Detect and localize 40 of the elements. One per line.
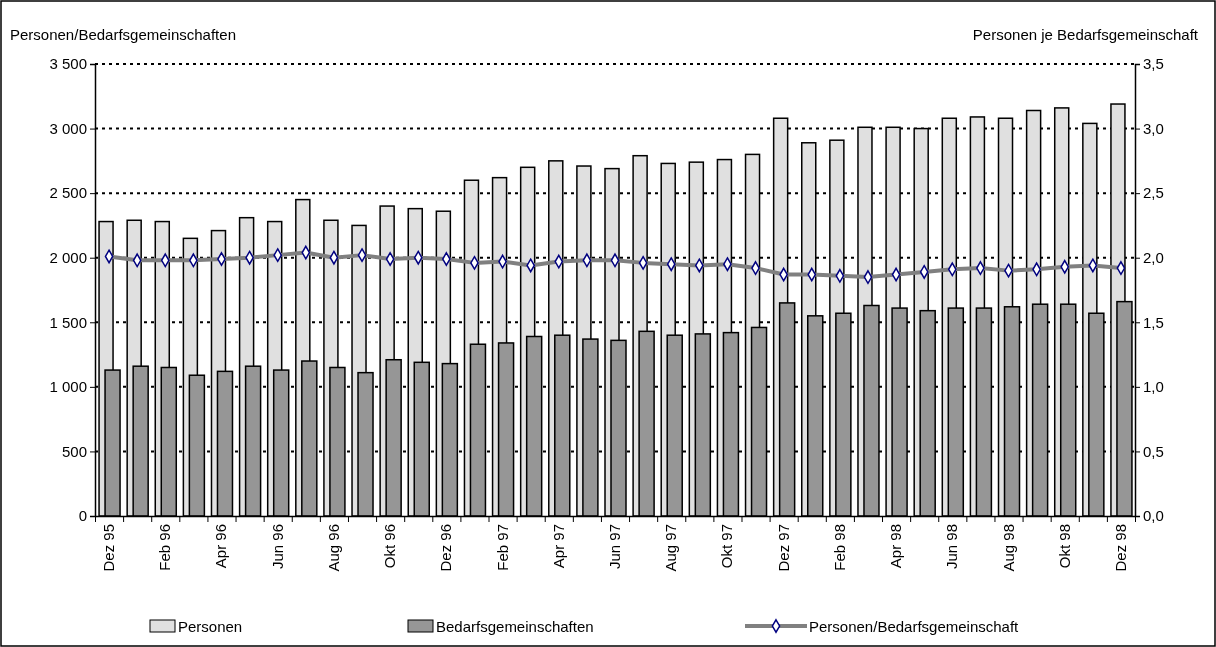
y2-axis-title: Personen je Bedarfsgemeinschaft bbox=[972, 26, 1199, 43]
x-tick-label: Dez 95 bbox=[100, 524, 118, 572]
y2-tick-label: 3,0 bbox=[1143, 119, 1164, 137]
x-tick-label: Feb 98 bbox=[830, 524, 848, 571]
y2-tick-label: 3,5 bbox=[1143, 55, 1164, 73]
x-tick-label: Aug 96 bbox=[324, 524, 342, 572]
y2-tick-label: 1,5 bbox=[1143, 313, 1164, 331]
y-tick-label: 2 000 bbox=[49, 249, 87, 267]
legend-label: Bedarfsgemeinschaften bbox=[436, 618, 594, 635]
x-tick-label: Okt 98 bbox=[1055, 524, 1073, 569]
legend-label: Personen/Bedarfsgemeinschaft bbox=[809, 618, 1020, 635]
x-tick-label: Jun 98 bbox=[943, 524, 961, 570]
x-tick-label: Apr 96 bbox=[212, 524, 230, 569]
x-tick-label: Apr 98 bbox=[887, 524, 905, 569]
y-tick-label: 1 500 bbox=[49, 313, 87, 331]
x-tick-label: Dez 97 bbox=[774, 524, 792, 572]
x-tick-label: Jun 97 bbox=[606, 524, 623, 570]
x-tick-label: Aug 98 bbox=[999, 524, 1017, 572]
y2-tick-label: 0,0 bbox=[1143, 507, 1164, 525]
legend-label: Personen bbox=[178, 618, 243, 635]
x-tick-label: Okt 97 bbox=[718, 524, 736, 569]
y2-tick-label: 1,0 bbox=[1143, 378, 1164, 396]
x-tick-label: Jun 96 bbox=[268, 524, 286, 570]
x-tick-label: Dez 98 bbox=[1111, 524, 1129, 572]
y2-tick-label: 0,5 bbox=[1143, 442, 1164, 460]
y-axis-title: Personen/Bedarfsgemeinschaften bbox=[10, 26, 236, 43]
y-tick-label: 500 bbox=[61, 442, 87, 460]
x-tick-label: Feb 97 bbox=[493, 524, 511, 571]
y2-tick-label: 2,5 bbox=[1143, 184, 1164, 202]
y-tick-label: 0 bbox=[78, 507, 87, 525]
y-tick-label: 3 000 bbox=[49, 119, 87, 137]
x-tick-label: Apr 97 bbox=[549, 524, 567, 569]
x-tick-label: Feb 96 bbox=[156, 524, 174, 571]
y2-tick-label: 2,0 bbox=[1143, 249, 1164, 267]
y-tick-label: 1 000 bbox=[49, 378, 87, 396]
x-tick-label: Aug 97 bbox=[662, 524, 680, 572]
y-tick-label: 2 500 bbox=[49, 184, 87, 202]
x-tick-label: Okt 96 bbox=[381, 524, 399, 569]
y-tick-label: 3 500 bbox=[49, 55, 87, 73]
x-tick-label: Dez 96 bbox=[437, 524, 455, 572]
